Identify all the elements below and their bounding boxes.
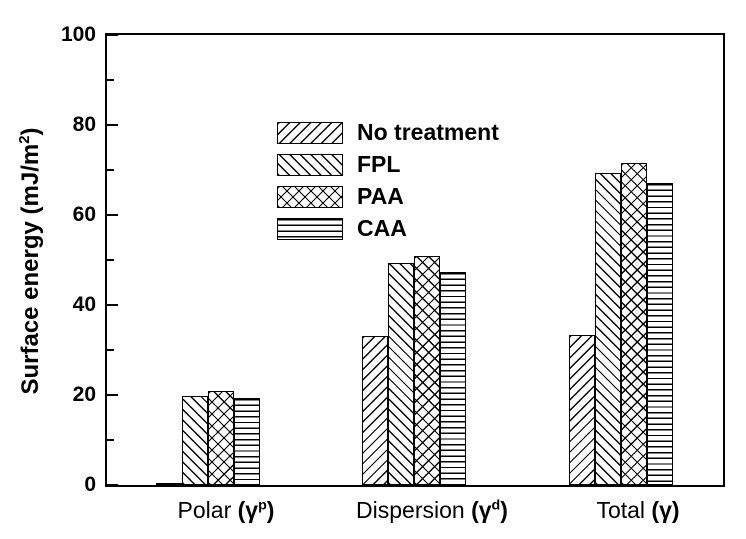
y-major-tick (107, 304, 118, 306)
legend-label: No treatment (357, 119, 499, 145)
y-minor-tick (107, 349, 114, 351)
y-axis-title-main: Surface energy (mJ/m (17, 143, 44, 395)
y-tick-label: 100 (60, 23, 96, 46)
y-major-tick (107, 124, 118, 126)
bar-caa (646, 183, 673, 485)
y-tick-label: 20 (72, 383, 96, 406)
y-major-tick (107, 214, 118, 216)
category-label-dispersion: Dispersion (γd) (356, 497, 508, 523)
y-tick-label: 40 (72, 293, 96, 316)
legend-swatch-diagonal-forward (277, 121, 343, 144)
bar-caa (233, 398, 260, 485)
y-minor-tick (107, 169, 114, 171)
legend-label: CAA (357, 215, 407, 241)
legend-label: PAA (357, 183, 404, 209)
y-minor-tick (107, 259, 114, 261)
bar-paa (413, 256, 440, 485)
bar-paa (207, 391, 234, 485)
bar-fpl (387, 263, 414, 485)
y-major-tick (107, 34, 118, 36)
plot-inner (107, 34, 723, 486)
y-tick-label: 60 (72, 203, 96, 226)
legend-item: CAA (277, 217, 499, 240)
legend-item: PAA (277, 185, 499, 208)
legend-swatch-horizontal-lines (277, 217, 343, 240)
bar-caa (439, 272, 466, 485)
category-label-total: Total (γ) (596, 497, 680, 523)
y-tick-label: 80 (72, 113, 96, 136)
legend-item: No treatment (277, 121, 499, 144)
bar-fpl (181, 396, 208, 485)
y-tick-label: 0 (84, 473, 96, 496)
y-major-tick (107, 394, 118, 396)
bar-no-treatment (361, 336, 388, 485)
bar-no-treatment (568, 335, 595, 485)
legend-swatch-diagonal-backward (277, 153, 343, 176)
legend-item: FPL (277, 153, 499, 176)
plot-area: No treatment FPL PAA CAA (105, 33, 725, 487)
bar-no-treatment (155, 483, 182, 485)
legend-label: FPL (357, 151, 401, 177)
legend-swatch-crosshatch (277, 185, 343, 208)
category-label-polar: Polar (γp) (177, 497, 275, 523)
bar-paa (620, 163, 647, 485)
y-minor-tick (107, 79, 114, 81)
y-minor-tick (107, 439, 114, 441)
legend: No treatment FPL PAA CAA (277, 121, 499, 240)
y-major-tick (107, 484, 118, 486)
bar-fpl (594, 173, 621, 485)
y-axis-title: Surface energy (mJ/m2) (15, 31, 47, 491)
